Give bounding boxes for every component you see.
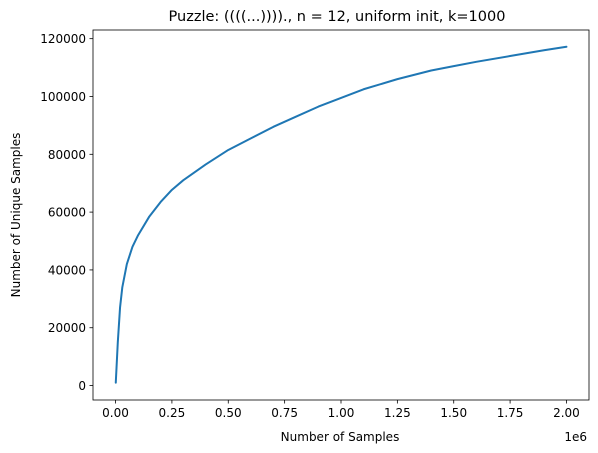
x-tick-label: 0.25: [159, 406, 186, 420]
y-tick-label: 40000: [48, 263, 86, 277]
x-tick-label: 0.00: [102, 406, 129, 420]
y-tick-label: 20000: [48, 321, 86, 335]
x-tick-label: 2.00: [553, 406, 580, 420]
x-tick-label: 0.50: [215, 406, 242, 420]
x-tick-label: 1.75: [497, 406, 524, 420]
y-axis-label: Number of Unique Samples: [9, 133, 23, 298]
series-line: [114, 45, 568, 384]
y-tick-label: 80000: [48, 148, 86, 162]
plot-frame: [92, 29, 590, 401]
y-tick-label: 0: [78, 379, 86, 393]
x-axis-label: Number of Samples: [281, 430, 400, 444]
x-tick-label: 1.25: [384, 406, 411, 420]
x-tick-label: 0.75: [271, 406, 298, 420]
chart-title: Puzzle: ((((...))))., n = 12, uniform in…: [169, 9, 506, 25]
y-tick-label: 60000: [48, 206, 86, 220]
series-layer: [114, 45, 568, 384]
y-tick-label: 120000: [40, 32, 86, 46]
x-axis-offset-text: 1e6: [564, 430, 587, 444]
x-tick-label: 1.00: [328, 406, 355, 420]
y-tick-label: 100000: [40, 90, 86, 104]
axis-ticks: 0.00 0.25 0.50 0.75 1.00 1.25 1.50 1.75 2.00 0 200…: [40, 32, 580, 420]
x-tick-label: 1.50: [440, 406, 467, 420]
